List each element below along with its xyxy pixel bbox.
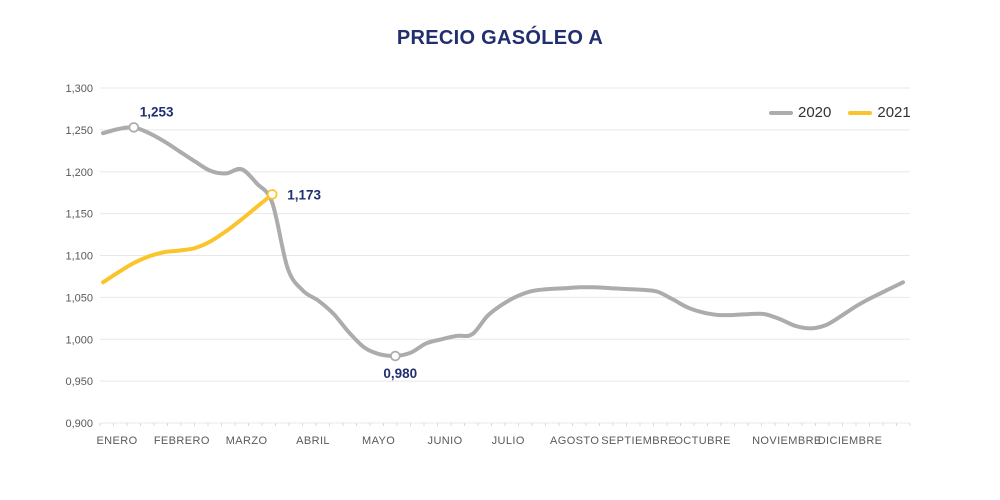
legend-swatch-2020 xyxy=(769,110,793,115)
y-axis-tick-label: 1,250 xyxy=(65,125,93,137)
x-axis-month-label: NOVIEMBRE xyxy=(752,435,822,447)
x-axis-month-label: OCTUBRE xyxy=(674,435,731,447)
y-axis-tick-label: 1,100 xyxy=(65,251,93,263)
y-axis-tick-label: 0,950 xyxy=(65,376,93,388)
data-point-marker-0_980 xyxy=(390,350,401,362)
x-axis-month-label: ABRIL xyxy=(296,435,330,447)
data-point-marker-1_173 xyxy=(266,189,278,200)
data-label-2020: 0,980 xyxy=(383,366,417,381)
series-line-2020 xyxy=(101,125,905,359)
y-axis-tick-label: 1,300 xyxy=(65,83,93,95)
data-label-2021: 1,173 xyxy=(287,187,321,202)
x-axis-month-label: FEBRERO xyxy=(154,435,210,447)
y-axis-tick-label: 1,150 xyxy=(65,209,93,221)
legend-swatch-2021 xyxy=(848,110,873,115)
y-axis-tick-label: 0,900 xyxy=(65,418,93,430)
series-line-2021 xyxy=(101,192,275,285)
legend-item-2020: 2020 xyxy=(769,104,831,121)
x-axis-month-label: AGOSTO xyxy=(550,435,599,447)
x-axis-month-label: ENERO xyxy=(96,435,137,447)
x-axis-month-label: DICIEMBRE xyxy=(818,435,883,447)
x-axis-month-label: SEPTIEMBRE xyxy=(601,435,676,447)
x-axis-month-label: JULIO xyxy=(492,435,525,447)
legend-label-2020: 2020 xyxy=(798,104,832,121)
y-axis-tick-label: 1,000 xyxy=(65,334,93,346)
legend-item-2021: 2021 xyxy=(848,104,911,121)
y-axis-tick-label: 1,200 xyxy=(65,167,93,179)
x-axis-month-label: MARZO xyxy=(226,435,268,447)
data-point-marker-1_253 xyxy=(128,122,140,133)
y-axis-tick-label: 1,050 xyxy=(65,292,93,304)
x-axis-month-label: JUNIO xyxy=(428,435,463,447)
legend-label-2021: 2021 xyxy=(877,104,911,121)
chart-legend: 2020 2021 xyxy=(769,104,911,121)
x-axis-month-label: MAYO xyxy=(362,435,395,447)
chart-title: PRECIO GASÓLEO A xyxy=(396,27,604,49)
data-label-2020: 1,253 xyxy=(140,104,174,119)
